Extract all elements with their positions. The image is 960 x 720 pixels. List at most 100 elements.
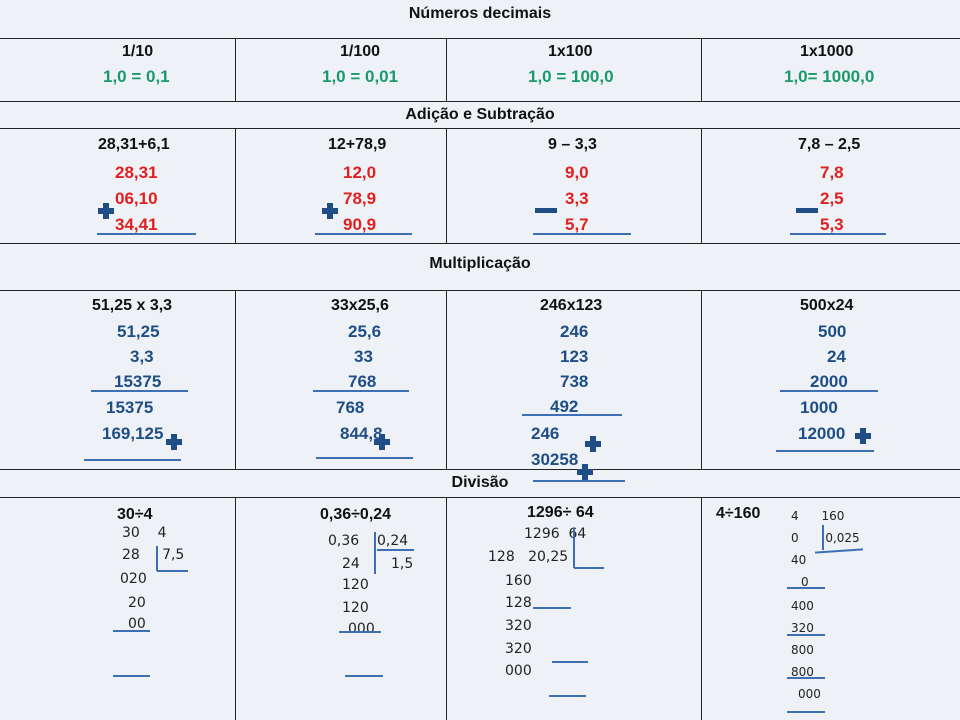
division-line: 320 <box>505 641 532 657</box>
grid-line <box>446 290 447 469</box>
multiplication-line: 51,25 <box>117 322 160 341</box>
sum-underline <box>315 233 412 235</box>
division-line: 28 7,5 <box>122 547 185 563</box>
multiplication-line: 33 <box>354 347 373 366</box>
multiplication-result: 169,125 <box>102 424 164 443</box>
addition-result: 90,9 <box>343 215 377 234</box>
subtraction-result: 5,7 <box>565 215 589 234</box>
multiplication-line: 492 <box>550 397 579 416</box>
multiplication-line: 1000 <box>800 398 838 417</box>
sum-underline <box>316 457 413 459</box>
division-line: 020 <box>120 571 147 587</box>
division-remainder: 000 <box>505 663 532 679</box>
section-title-numeros-decimais: Números decimais <box>408 5 552 22</box>
division-line: 400 <box>791 599 814 613</box>
addition-line: 06,10 <box>115 189 158 208</box>
grid-line <box>446 128 447 243</box>
decimal-example-4: 1,0= 1000,0 <box>784 67 875 86</box>
division-title-3: 1296÷ 64 <box>527 504 594 521</box>
subtraction-underline <box>533 607 571 609</box>
plus-sign-icon <box>585 436 601 452</box>
grid-line <box>0 290 960 291</box>
division-divider <box>156 546 158 571</box>
addition-line: 78,9 <box>343 189 377 208</box>
multiplication-result: 12000 <box>798 424 846 443</box>
sum-underline <box>84 459 181 461</box>
plus-sign-icon <box>322 203 338 219</box>
section-title-divisao: Divisão <box>451 474 509 491</box>
subtraction-underline <box>113 675 150 677</box>
division-line: 20 <box>128 595 146 611</box>
decimal-example-1: 1,0 = 0,1 <box>103 67 170 86</box>
product-underline <box>91 390 188 392</box>
division-divider <box>573 528 575 568</box>
subtraction-underline <box>787 711 825 713</box>
division-line: 0 <box>801 575 809 589</box>
multiplication-line: 2000 <box>810 372 848 391</box>
multiplication-line: 768 <box>348 372 377 391</box>
grid-line <box>0 38 960 39</box>
division-line: 0,36 0,24 <box>328 533 409 549</box>
addition-line: 12,0 <box>343 163 377 182</box>
multiplication-title-4: 500x24 <box>800 297 854 314</box>
grid-line <box>235 497 236 720</box>
division-line: 0 0,025 <box>791 531 860 545</box>
difference-underline <box>533 233 631 235</box>
quotient-underline <box>377 549 414 551</box>
decimal-op-3: 1x100 <box>548 43 593 60</box>
plus-sign-icon <box>166 434 182 450</box>
multiplication-line: 123 <box>560 347 589 366</box>
grid-line <box>0 469 960 470</box>
subtraction-underline <box>339 631 381 633</box>
subtraction-underline <box>787 634 825 636</box>
decimal-example-2: 1,0 = 0,01 <box>322 67 399 86</box>
division-line: 800 <box>791 643 814 657</box>
multiplication-line: 24 <box>827 347 846 366</box>
multiplication-line: 246 <box>560 322 589 341</box>
multiplication-line: 246 <box>531 424 560 443</box>
division-line: 320 <box>505 618 532 634</box>
addition-title-2: 12+78,9 <box>328 136 387 153</box>
grid-line <box>701 38 702 101</box>
multiplication-line: 738 <box>560 372 589 391</box>
grid-line <box>701 290 702 469</box>
division-line: 4 160 <box>791 509 845 523</box>
multiplication-title-3: 246x123 <box>540 297 603 314</box>
grid-line <box>235 128 236 243</box>
decimal-op-2: 1/100 <box>340 43 381 60</box>
multiplication-line: 15375 <box>106 398 154 417</box>
division-line: 30 4 <box>122 525 167 541</box>
sum-underline <box>97 233 196 235</box>
addition-title-1: 28,31+6,1 <box>98 136 170 153</box>
section-title-multiplicacao: Multiplicação <box>429 255 531 272</box>
subtraction-title-2: 7,8 – 2,5 <box>798 136 861 153</box>
subtraction-underline <box>787 587 825 589</box>
product-underline <box>313 390 409 392</box>
subtraction-underline <box>113 630 150 632</box>
product-underline <box>780 390 878 392</box>
multiplication-line: 768 <box>336 398 365 417</box>
division-line: 800 <box>791 665 814 679</box>
sum-underline <box>776 450 874 452</box>
plus-sign-icon <box>577 464 593 480</box>
difference-underline <box>790 233 886 235</box>
plus-sign-icon <box>374 434 390 450</box>
multiplication-line: 500 <box>818 322 847 341</box>
multiplication-title-1: 51,25 x 3,3 <box>92 297 173 314</box>
multiplication-result: 30258 <box>531 450 579 469</box>
division-line: 320 <box>791 621 814 635</box>
decimal-op-1: 1/10 <box>122 43 154 60</box>
grid-line <box>446 497 447 720</box>
division-line: 1296 64 <box>524 526 587 542</box>
multiplication-result: 844,8 <box>340 424 383 443</box>
division-line: 160 <box>505 573 532 589</box>
subtraction-underline <box>552 661 588 663</box>
division-remainder: 000 <box>798 687 821 701</box>
grid-line <box>235 38 236 101</box>
division-line: 120 <box>342 577 369 593</box>
section-title-adicao-subtracao: Adição e Subtração <box>405 106 555 123</box>
plus-sign-icon <box>855 428 871 444</box>
division-line: 128 <box>505 595 532 611</box>
subtraction-line: 3,3 <box>565 189 589 208</box>
